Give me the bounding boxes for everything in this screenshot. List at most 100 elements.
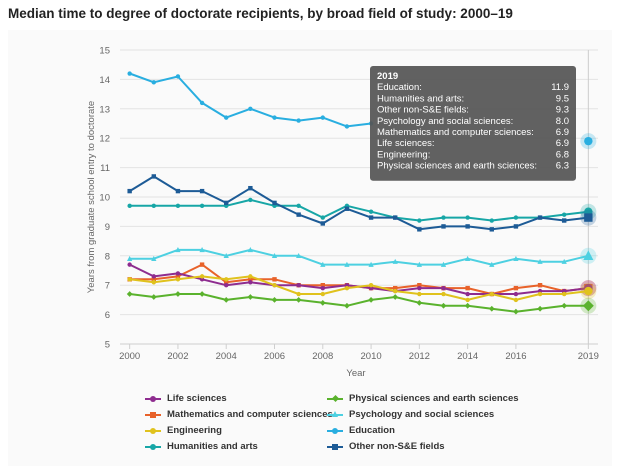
data-point-other-non-sande-fields-2002[interactable] bbox=[175, 188, 181, 194]
data-point-physical-sciences-and-earth-sciences-2005[interactable] bbox=[247, 294, 254, 300]
data-point-psychology-and-social-sciences-2001[interactable] bbox=[151, 255, 157, 261]
data-point-mathematics-and-computer-sciences-2002[interactable] bbox=[175, 274, 181, 279]
data-point-humanities-and-arts-2010[interactable] bbox=[368, 209, 374, 214]
data-point-physical-sciences-and-earth-sciences-2014[interactable] bbox=[464, 302, 471, 309]
data-point-psychology-and-social-sciences-2003[interactable] bbox=[199, 247, 205, 253]
data-point-other-non-sande-fields-2008[interactable] bbox=[320, 221, 325, 226]
data-point-mathematics-and-computer-sciences-2016[interactable] bbox=[513, 285, 519, 291]
data-point-other-non-sande-fields-2016[interactable] bbox=[513, 224, 519, 229]
data-point-life-sciences-2007[interactable] bbox=[296, 283, 301, 288]
data-point-engineering-2010[interactable] bbox=[368, 283, 374, 288]
data-point-engineering-2007[interactable] bbox=[296, 291, 301, 297]
data-point-physical-sciences-and-earth-sciences-2001[interactable] bbox=[150, 294, 157, 300]
data-point-humanities-and-arts-2000[interactable] bbox=[127, 203, 132, 209]
data-point-humanities-and-arts-2002[interactable] bbox=[175, 203, 181, 209]
data-point-psychology-and-social-sciences-2002[interactable] bbox=[175, 247, 181, 253]
data-point-other-non-sande-fields-2019[interactable] bbox=[584, 213, 593, 222]
data-point-education-2019[interactable] bbox=[584, 136, 593, 146]
data-point-other-non-sande-fields-2017[interactable] bbox=[537, 215, 543, 220]
data-point-education-2006[interactable] bbox=[272, 115, 277, 120]
data-point-life-sciences-2000[interactable] bbox=[127, 262, 132, 267]
data-point-psychology-and-social-sciences-2008[interactable] bbox=[320, 261, 326, 267]
data-point-education-2001[interactable] bbox=[151, 80, 156, 85]
data-point-other-non-sande-fields-2013[interactable] bbox=[441, 224, 446, 229]
data-point-other-non-sande-fields-2000[interactable] bbox=[127, 188, 132, 194]
data-point-mathematics-and-computer-sciences-2008[interactable] bbox=[320, 283, 325, 288]
data-point-humanities-and-arts-2005[interactable] bbox=[248, 197, 253, 203]
data-point-life-sciences-2016[interactable] bbox=[513, 291, 519, 297]
data-point-physical-sciences-and-earth-sciences-2017[interactable] bbox=[537, 305, 543, 312]
data-point-physical-sciences-and-earth-sciences-2004[interactable] bbox=[223, 297, 230, 303]
data-point-other-non-sande-fields-2003[interactable] bbox=[199, 188, 205, 194]
data-point-psychology-and-social-sciences-2005[interactable] bbox=[247, 247, 254, 253]
legend-item-humanities-and-arts[interactable]: Humanities and arts bbox=[145, 440, 327, 453]
data-point-physical-sciences-and-earth-sciences-2007[interactable] bbox=[295, 297, 302, 303]
data-point-other-non-sande-fields-2001[interactable] bbox=[151, 174, 156, 179]
data-point-humanities-and-arts-2003[interactable] bbox=[199, 203, 205, 209]
data-point-psychology-and-social-sciences-2018[interactable] bbox=[561, 258, 567, 264]
data-point-education-2000[interactable] bbox=[127, 71, 132, 76]
data-point-psychology-and-social-sciences-2013[interactable] bbox=[440, 261, 447, 267]
data-point-engineering-2009[interactable] bbox=[344, 285, 350, 291]
data-point-physical-sciences-and-earth-sciences-2002[interactable] bbox=[175, 291, 181, 297]
data-point-engineering-2011[interactable] bbox=[393, 288, 398, 294]
data-point-psychology-and-social-sciences-2012[interactable] bbox=[416, 261, 422, 267]
data-point-humanities-and-arts-2016[interactable] bbox=[513, 215, 519, 220]
data-point-education-2007[interactable] bbox=[296, 118, 301, 123]
data-point-other-non-sande-fields-2005[interactable] bbox=[248, 185, 253, 191]
data-point-physical-sciences-and-earth-sciences-2015[interactable] bbox=[488, 305, 495, 312]
data-point-mathematics-and-computer-sciences-2003[interactable] bbox=[199, 262, 205, 267]
legend-item-mathematics-and-computer-sciences[interactable]: Mathematics and computer sciences bbox=[145, 408, 333, 421]
data-point-physical-sciences-and-earth-sciences-2003[interactable] bbox=[199, 291, 205, 297]
series-line-physical-sciences-and-earth-sciences[interactable] bbox=[129, 293, 589, 313]
data-point-other-non-sande-fields-2006[interactable] bbox=[272, 200, 277, 206]
data-point-engineering-2001[interactable] bbox=[151, 280, 156, 285]
data-point-engineering-2013[interactable] bbox=[441, 291, 446, 297]
data-point-engineering-2019[interactable] bbox=[584, 286, 593, 296]
data-point-education-2008[interactable] bbox=[320, 115, 325, 120]
data-point-mathematics-and-computer-sciences-2014[interactable] bbox=[465, 285, 470, 291]
data-point-engineering-2003[interactable] bbox=[199, 274, 205, 279]
data-point-engineering-2012[interactable] bbox=[417, 291, 422, 297]
data-point-humanities-and-arts-2008[interactable] bbox=[320, 215, 325, 220]
data-point-humanities-and-arts-2001[interactable] bbox=[151, 203, 156, 209]
data-point-engineering-2004[interactable] bbox=[224, 277, 229, 282]
data-point-humanities-and-arts-2012[interactable] bbox=[417, 218, 422, 223]
legend-item-life-sciences[interactable]: Life sciences bbox=[145, 392, 327, 405]
data-point-engineering-2002[interactable] bbox=[175, 277, 181, 282]
data-point-physical-sciences-and-earth-sciences-2006[interactable] bbox=[271, 297, 278, 303]
data-point-mathematics-and-computer-sciences-2017[interactable] bbox=[537, 283, 543, 288]
data-point-engineering-2000[interactable] bbox=[127, 277, 132, 282]
legend-item-physical-sciences-and-earth-sciences[interactable]: Physical sciences and earth sciences bbox=[327, 392, 527, 405]
data-point-engineering-2005[interactable] bbox=[248, 274, 253, 279]
data-point-life-sciences-2002[interactable] bbox=[175, 271, 181, 276]
data-point-education-2004[interactable] bbox=[224, 115, 229, 120]
data-point-physical-sciences-and-earth-sciences-2016[interactable] bbox=[513, 308, 519, 315]
data-point-engineering-2015[interactable] bbox=[489, 291, 494, 297]
legend-item-other-non-sande-fields[interactable]: Other non-S&E fields bbox=[327, 440, 527, 453]
data-point-life-sciences-2004[interactable] bbox=[224, 283, 229, 288]
data-point-other-non-sande-fields-2018[interactable] bbox=[562, 218, 567, 223]
data-point-life-sciences-2005[interactable] bbox=[248, 280, 253, 285]
data-point-life-sciences-2008[interactable] bbox=[320, 285, 325, 291]
data-point-other-non-sande-fields-2004[interactable] bbox=[224, 200, 229, 206]
data-point-physical-sciences-and-earth-sciences-2008[interactable] bbox=[319, 299, 326, 306]
data-point-engineering-2014[interactable] bbox=[465, 297, 470, 303]
data-point-other-non-sande-fields-2009[interactable] bbox=[344, 206, 350, 211]
data-point-mathematics-and-computer-sciences-2001[interactable] bbox=[151, 277, 156, 282]
data-point-psychology-and-social-sciences-2016[interactable] bbox=[513, 255, 519, 261]
data-point-engineering-2016[interactable] bbox=[513, 297, 519, 303]
legend-item-psychology-and-social-sciences[interactable]: Psychology and social sciences bbox=[327, 408, 527, 421]
series-line-education[interactable] bbox=[129, 72, 372, 128]
data-point-psychology-and-social-sciences-2010[interactable] bbox=[368, 261, 374, 267]
data-point-humanities-and-arts-2018[interactable] bbox=[562, 212, 567, 217]
data-point-physical-sciences-and-earth-sciences-2010[interactable] bbox=[368, 297, 374, 303]
data-point-mathematics-and-computer-sciences-2004[interactable] bbox=[224, 280, 229, 285]
data-point-psychology-and-social-sciences-2006[interactable] bbox=[271, 252, 278, 258]
data-point-mathematics-and-computer-sciences-2005[interactable] bbox=[248, 277, 253, 282]
data-point-mathematics-and-computer-sciences-2011[interactable] bbox=[393, 285, 398, 291]
data-point-physical-sciences-and-earth-sciences-2013[interactable] bbox=[440, 302, 447, 309]
data-point-psychology-and-social-sciences-2011[interactable] bbox=[392, 258, 398, 264]
data-point-other-non-sande-fields-2007[interactable] bbox=[296, 212, 301, 217]
